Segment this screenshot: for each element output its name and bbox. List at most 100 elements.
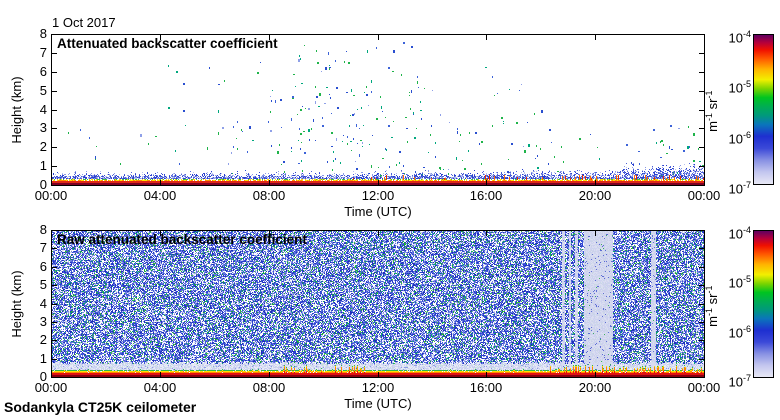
y-tick: [52, 110, 57, 111]
y-tick-label: 0: [39, 369, 47, 384]
y-tick: [52, 377, 57, 378]
y-tick-label: 5: [39, 83, 47, 98]
x-tick: [269, 35, 270, 40]
footer-label: Sodankyla CT25K ceilometer: [4, 399, 197, 415]
y-tick-label: 3: [39, 314, 47, 329]
x-tick-label: 16:00: [469, 188, 503, 203]
x-tick: [595, 35, 596, 40]
x-tick: [704, 35, 705, 40]
y-tick-label: 2: [39, 139, 47, 154]
y-tick: [699, 72, 704, 73]
bottom-heatmap-canvas: [52, 231, 704, 377]
y-tick: [699, 166, 704, 167]
y-tick-label: 4: [39, 296, 47, 311]
x-tick: [51, 35, 52, 40]
colorbar-tick-label: 10-4: [728, 225, 751, 242]
x-tick: [51, 180, 52, 185]
x-tick-label: 08:00: [252, 380, 286, 395]
y-tick: [699, 147, 704, 148]
y-tick: [699, 53, 704, 54]
x-tick: [704, 231, 705, 236]
y-tick: [52, 53, 57, 54]
y-tick: [699, 267, 704, 268]
x-tick: [595, 372, 596, 377]
y-tick: [699, 248, 704, 249]
y-tick: [699, 340, 704, 341]
y-tick-label: 1: [39, 351, 47, 366]
colorbar-tick-label: 10-6: [728, 324, 751, 341]
y-tick-label: 8: [39, 222, 47, 237]
x-tick: [378, 35, 379, 40]
y-tick: [52, 34, 57, 35]
y-tick: [52, 267, 57, 268]
y-tick: [52, 359, 57, 360]
x-tick-label: 04:00: [143, 188, 177, 203]
y-tick-label: 5: [39, 277, 47, 292]
y-tick-label: 7: [39, 45, 47, 60]
x-tick-label: 00:00: [34, 380, 68, 395]
y-tick: [52, 72, 57, 73]
y-tick: [699, 185, 704, 186]
x-tick: [486, 372, 487, 377]
x-tick: [378, 372, 379, 377]
bottom-x-axis-label: Time (UTC): [344, 396, 412, 411]
colorbar-tick-label: 10-5: [728, 274, 751, 291]
x-tick: [378, 231, 379, 236]
x-tick: [269, 372, 270, 377]
x-tick-label: 00:00: [687, 380, 721, 395]
y-tick-label: 6: [39, 259, 47, 274]
y-tick: [52, 166, 57, 167]
x-tick-label: 00:00: [34, 188, 68, 203]
date-label: 1 Oct 2017: [52, 15, 116, 30]
y-tick: [699, 34, 704, 35]
y-tick: [52, 128, 57, 129]
y-tick: [52, 304, 57, 305]
x-tick: [486, 35, 487, 40]
y-tick: [52, 230, 57, 231]
x-tick-label: 16:00: [469, 380, 503, 395]
x-tick: [269, 180, 270, 185]
y-tick-label: 6: [39, 64, 47, 79]
x-tick-label: 20:00: [578, 380, 612, 395]
x-tick-label: 20:00: [578, 188, 612, 203]
y-tick-label: 0: [39, 177, 47, 192]
x-tick: [704, 372, 705, 377]
top-x-axis-label: Time (UTC): [344, 204, 412, 219]
x-tick: [160, 35, 161, 40]
x-tick: [486, 180, 487, 185]
x-tick: [160, 372, 161, 377]
x-tick: [160, 231, 161, 236]
top-panel: Attenuated backscatter coefficient: [51, 34, 705, 186]
y-tick: [699, 110, 704, 111]
y-tick: [52, 91, 57, 92]
colorbar-tick-label: 10-7: [728, 373, 751, 390]
y-tick: [52, 340, 57, 341]
y-tick: [52, 248, 57, 249]
y-tick-label: 7: [39, 240, 47, 255]
x-tick: [51, 231, 52, 236]
y-tick: [699, 91, 704, 92]
x-tick: [269, 231, 270, 236]
y-tick: [699, 304, 704, 305]
colorbar-tick-label: 10-7: [728, 180, 751, 197]
bottom-colorbar: [753, 230, 774, 378]
y-tick-label: 3: [39, 120, 47, 135]
x-tick: [486, 231, 487, 236]
x-tick: [595, 180, 596, 185]
colorbar-tick-label: 10-4: [728, 29, 751, 46]
x-tick-label: 00:00: [687, 188, 721, 203]
x-tick: [160, 180, 161, 185]
y-tick-label: 8: [39, 26, 47, 41]
bottom-panel-title: Raw attenuated backscatter coefficient: [57, 232, 307, 247]
y-tick-label: 2: [39, 332, 47, 347]
x-tick-label: 08:00: [252, 188, 286, 203]
y-tick: [699, 322, 704, 323]
y-tick: [699, 359, 704, 360]
top-panel-title: Attenuated backscatter coefficient: [57, 36, 278, 51]
y-tick: [699, 128, 704, 129]
top-heatmap-canvas: [52, 35, 704, 185]
x-tick-label: 12:00: [361, 188, 395, 203]
top-colorbar: [753, 34, 774, 185]
y-tick: [699, 285, 704, 286]
y-tick: [52, 185, 57, 186]
